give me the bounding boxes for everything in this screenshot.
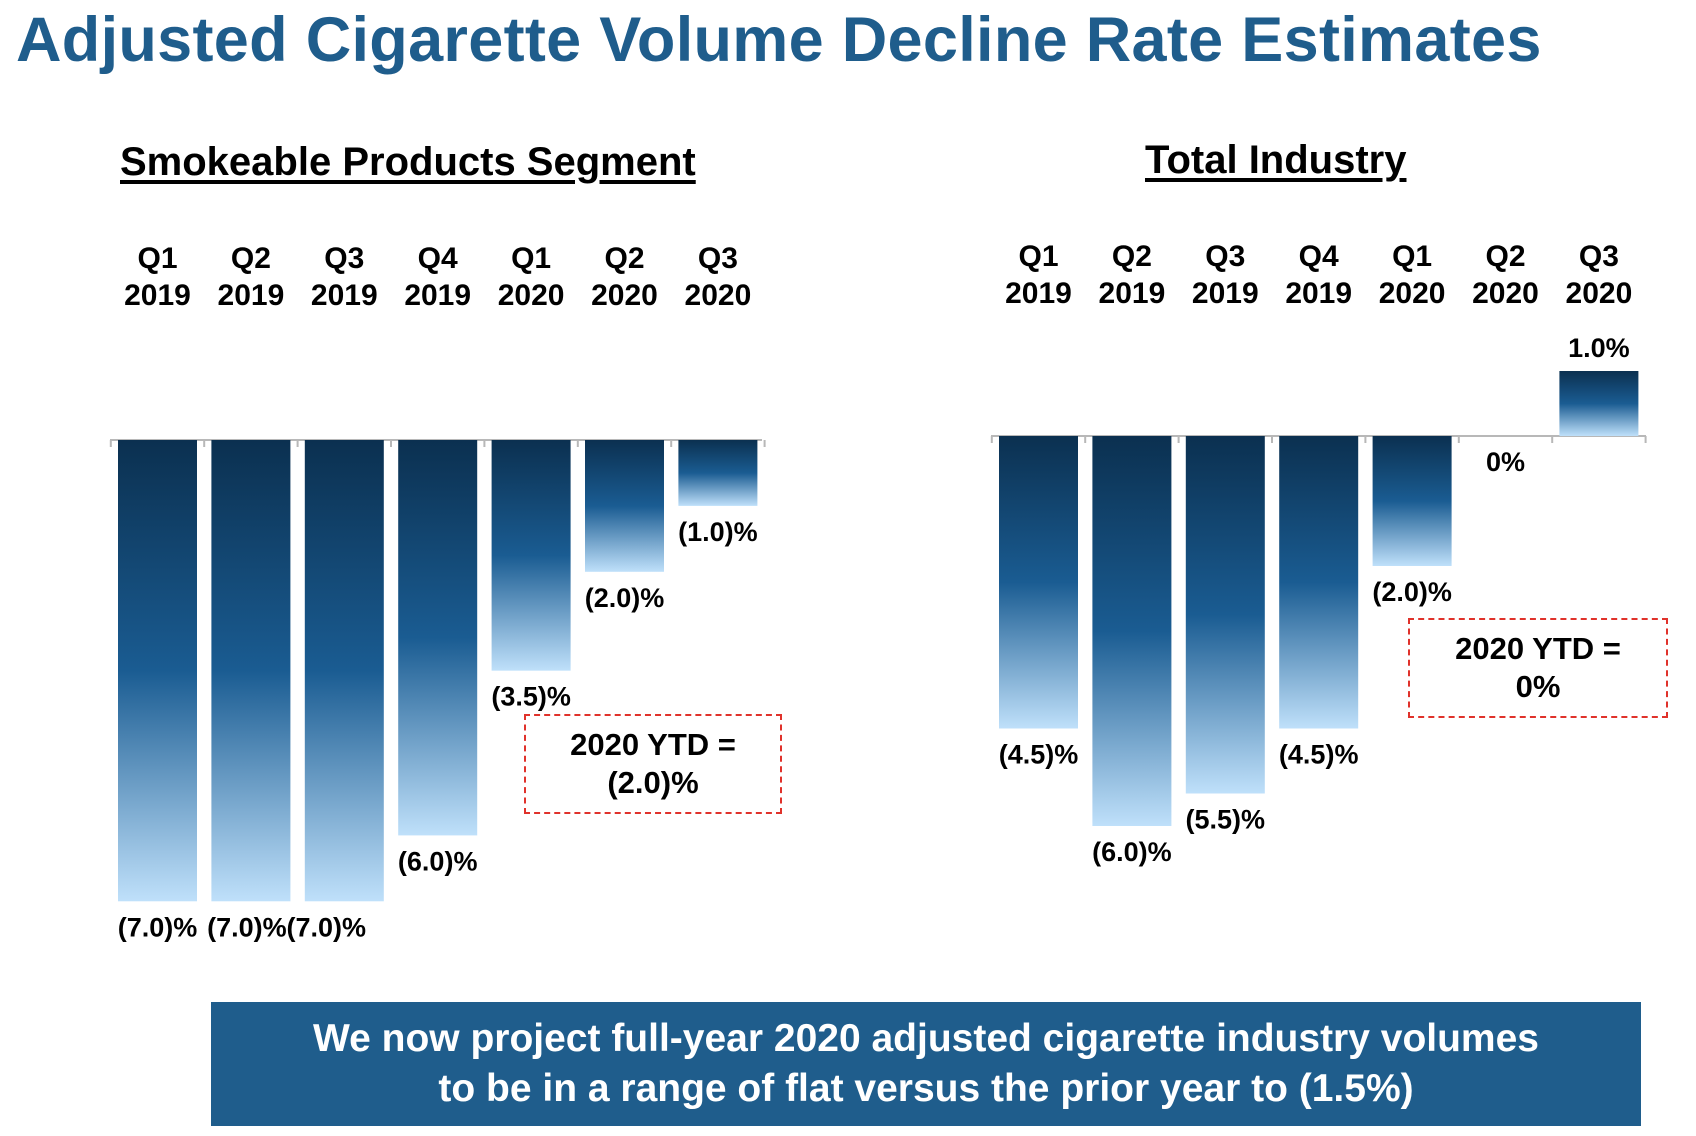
category-label: Q1 — [511, 242, 551, 275]
category-label: Q2 — [1485, 240, 1525, 273]
category-label: Q3 — [1579, 240, 1619, 273]
category-label: Q4 — [418, 242, 458, 275]
bar — [585, 440, 664, 572]
page-title: Adjusted Cigarette Volume Decline Rate E… — [16, 5, 1542, 75]
footer-banner: We now project full-year 2020 adjusted c… — [211, 1002, 1641, 1126]
bar — [304, 440, 384, 902]
category-label: Q3 — [698, 242, 738, 275]
category-label: 2020 — [591, 279, 658, 312]
category-label: Q3 — [324, 242, 364, 275]
data-label: (5.5)% — [1186, 805, 1266, 835]
ytd-callout: 2020 YTD = (2.0)% — [524, 714, 782, 814]
category-label: Q2 — [1112, 240, 1152, 273]
bar — [678, 440, 758, 506]
bar — [118, 440, 197, 902]
bar — [211, 440, 291, 902]
category-label: Q1 — [1018, 240, 1058, 273]
category-label: Q3 — [1205, 240, 1245, 273]
category-label: Q2 — [604, 242, 644, 275]
data-label: (4.5)% — [999, 740, 1079, 770]
bar — [1279, 436, 1359, 729]
smokeable-bar-chart: Q1 2019 (7.0)% Q2 2019 (7.0)% Q3 2019 (7.0)% Q4 20… — [109, 242, 766, 942]
category-label: 2020 — [685, 279, 752, 312]
data-label: (7.0)% — [207, 912, 287, 942]
data-label: 1.0% — [1568, 333, 1630, 363]
category-label: 2019 — [1099, 277, 1166, 310]
data-label: (3.5)% — [491, 682, 571, 712]
bar — [1372, 436, 1452, 566]
category-label: 2020 — [498, 279, 565, 312]
smokeable-segment-panel: Smokeable Products Segment Q1 2019 (7.0)% Q… — [0, 0, 840, 1000]
data-label: (6.0)% — [1092, 837, 1172, 867]
category-label: 2019 — [404, 279, 471, 312]
category-label: 2020 — [1472, 277, 1539, 310]
data-label: (1.0)% — [678, 517, 758, 547]
category-label: 2019 — [218, 279, 285, 312]
bar — [999, 436, 1078, 729]
category-label: Q4 — [1299, 240, 1339, 273]
category-label: 2019 — [1005, 277, 1072, 310]
category-label: Q2 — [231, 242, 271, 275]
data-label: (4.5)% — [1279, 740, 1359, 770]
industry-bar-chart: Q1 2019 (4.5)% Q2 2019 (6.0)% Q3 2019 (5.5)% Q4 20… — [990, 240, 1647, 867]
bar — [1092, 436, 1172, 826]
category-label: 2020 — [1379, 277, 1446, 310]
category-label: 2019 — [311, 279, 378, 312]
category-label: 2020 — [1566, 277, 1633, 310]
data-label: (6.0)% — [398, 846, 478, 876]
bar — [398, 440, 478, 836]
ytd-callout-text: 2020 YTD = (2.0)% — [570, 727, 736, 800]
category-label: 2019 — [1192, 277, 1259, 310]
category-label: Q1 — [137, 242, 177, 275]
chart-title: Total Industry — [1145, 138, 1407, 182]
bar — [1185, 436, 1265, 794]
data-label: (7.0)% — [118, 912, 198, 942]
chart-title: Smokeable Products Segment — [120, 140, 696, 184]
category-label: 2019 — [124, 279, 191, 312]
ytd-callout-text: 2020 YTD = 0% — [1455, 631, 1621, 704]
data-label: (2.0)% — [1372, 577, 1452, 607]
footer-text: We now project full-year 2020 adjusted c… — [313, 1017, 1539, 1110]
category-label: Q1 — [1392, 240, 1432, 273]
ytd-callout: 2020 YTD = 0% — [1408, 618, 1668, 718]
category-label: 2019 — [1285, 277, 1352, 310]
bar — [491, 440, 571, 671]
data-label: (2.0)% — [585, 583, 665, 613]
data-label: (7.0)% — [287, 912, 367, 942]
total-industry-panel: Total Industry Q1 2019 (4.5)% Q2 2019 (6.0)% Q… — [880, 0, 1696, 1000]
data-label: 0% — [1486, 447, 1525, 477]
bar — [1559, 371, 1639, 436]
